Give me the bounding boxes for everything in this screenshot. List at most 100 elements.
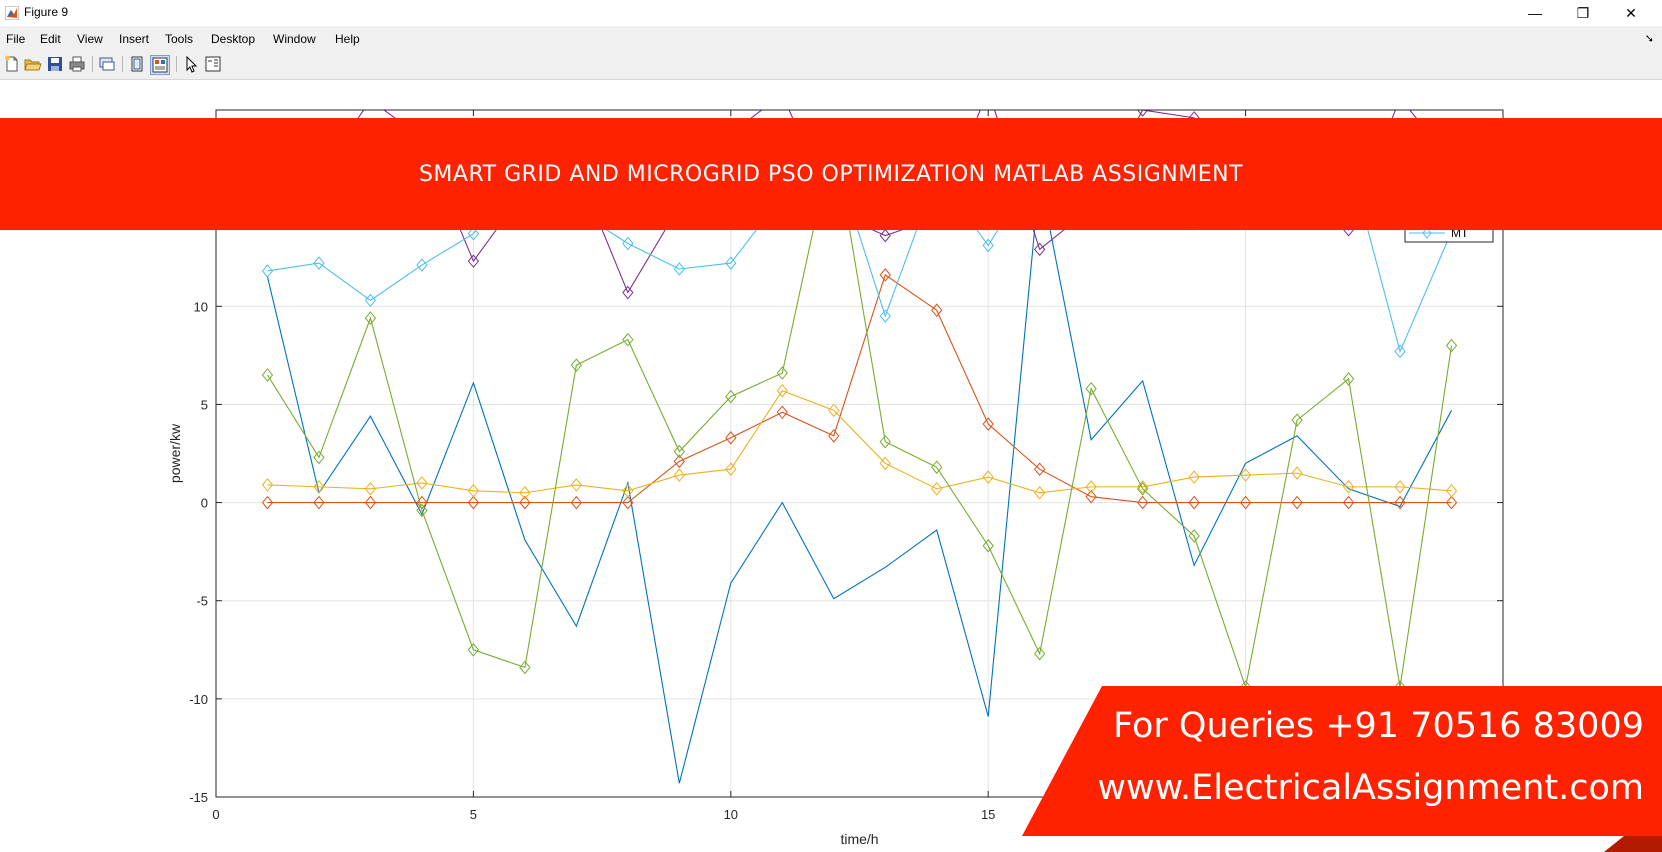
data-point: [365, 94, 375, 106]
data-point: [1395, 92, 1405, 104]
data-point: [1085, 489, 1097, 504]
x-tick-label: 15: [981, 807, 995, 822]
data-point: [467, 484, 480, 498]
series-line-s1: [266, 176, 1453, 784]
contact-phone: For Queries +91 70516 83009: [1113, 706, 1644, 746]
menu-view[interactable]: View: [77, 32, 103, 46]
data-point: [622, 495, 634, 510]
series-line-s3: [267, 390, 1452, 494]
data-point: [1342, 495, 1355, 510]
menu-file[interactable]: File: [6, 32, 26, 46]
open-file-icon[interactable]: [24, 55, 42, 73]
data-point: [1136, 482, 1149, 496]
dock-figure-icon[interactable]: ➘: [1644, 33, 1654, 45]
insert-legend-icon[interactable]: [204, 55, 222, 73]
y-tick-label: -5: [196, 594, 208, 609]
data-point: [1342, 372, 1355, 386]
data-point: [725, 462, 737, 476]
data-point: [931, 303, 943, 317]
data-point: [467, 254, 480, 268]
data-point: [364, 495, 377, 510]
menu-edit[interactable]: Edit: [40, 32, 61, 46]
menu-help[interactable]: Help: [335, 32, 360, 46]
window-title: Figure 9: [24, 5, 69, 19]
data-point: [313, 450, 325, 465]
data-point: [1136, 480, 1149, 494]
data-point: [1445, 484, 1458, 498]
x-tick-label: 10: [724, 807, 738, 822]
close-button[interactable]: ✕: [1625, 4, 1637, 21]
menu-bar: File Edit View Insert Tools Desktop Wind…: [0, 28, 1662, 50]
data-point: [467, 226, 480, 241]
contact-panel: For Queries +91 70516 83009 www.Electric…: [1022, 686, 1662, 836]
matlab-logo-icon: [5, 6, 19, 20]
data-point: [982, 538, 994, 553]
data-point: [776, 405, 788, 420]
data-point: [467, 495, 480, 510]
data-point: [1342, 480, 1355, 494]
menu-tools[interactable]: Tools: [165, 32, 194, 46]
show-plot-tools-icon[interactable]: [150, 55, 170, 75]
data-point: [261, 478, 274, 492]
y-tick-label: 5: [201, 397, 208, 412]
data-point: [622, 484, 634, 498]
data-point: [673, 444, 685, 459]
data-point: [364, 293, 377, 308]
data-point: [261, 264, 274, 278]
series-line-grid: [267, 135, 1453, 690]
data-point: [776, 366, 788, 380]
data-point: [1394, 480, 1406, 494]
data-point: [1188, 529, 1200, 543]
data-point: [879, 456, 891, 471]
save-figure-icon[interactable]: [46, 55, 64, 73]
data-point: [1239, 468, 1252, 482]
figure-toolbar: [0, 51, 1662, 80]
data-point: [1291, 413, 1303, 427]
x-tick-label: 5: [470, 807, 477, 822]
data-point: [828, 429, 840, 443]
data-point: [776, 383, 788, 398]
data-point: [622, 236, 634, 251]
restore-button[interactable]: ❐: [1576, 4, 1590, 21]
title-banner: SMART GRID AND MICROGRID PSO OPTIMIZATIO…: [0, 118, 1662, 230]
menu-insert[interactable]: Insert: [119, 32, 150, 46]
data-point: [1445, 495, 1458, 510]
data-point: [879, 268, 891, 282]
data-point: [725, 389, 737, 404]
data-point: [673, 468, 685, 482]
menu-window[interactable]: Window: [273, 32, 316, 46]
link-plot-icon[interactable]: [98, 55, 116, 73]
data-point: [416, 503, 428, 518]
new-figure-icon[interactable]: [3, 55, 21, 73]
y-tick-label: -15: [189, 790, 208, 805]
data-point: [982, 470, 994, 484]
menu-desktop[interactable]: Desktop: [211, 32, 256, 46]
data-point: [1291, 466, 1303, 480]
edit-plot-icon[interactable]: [182, 55, 200, 73]
data-point: [1034, 462, 1046, 476]
data-point: [1034, 242, 1046, 257]
data-point: [416, 258, 428, 272]
axes-box: [215, 109, 1504, 798]
y-axis-label: power/kw: [167, 423, 183, 483]
data-point: [982, 417, 994, 431]
data-point: [570, 495, 583, 510]
data-point: [313, 256, 325, 270]
data-point: [725, 256, 737, 270]
y-tick-label: 10: [194, 299, 208, 314]
x-axis-label: time/h: [840, 831, 878, 847]
toolbar-separator: [92, 56, 93, 72]
minimize-button[interactable]: —: [1528, 5, 1542, 21]
data-point: [777, 88, 787, 100]
y-tick-label: -10: [189, 692, 208, 707]
data-point: [982, 238, 994, 253]
data-point: [1188, 495, 1200, 510]
contact-website[interactable]: www.ElectricalAssignment.com: [1097, 768, 1644, 808]
print-figure-icon[interactable]: [68, 55, 86, 73]
data-point: [519, 495, 531, 510]
hide-plot-tools-icon[interactable]: [128, 55, 146, 73]
data-point: [879, 228, 891, 243]
data-point: [1291, 495, 1303, 510]
toolbar-separator: [122, 56, 123, 72]
x-tick-label: 0: [212, 807, 219, 822]
